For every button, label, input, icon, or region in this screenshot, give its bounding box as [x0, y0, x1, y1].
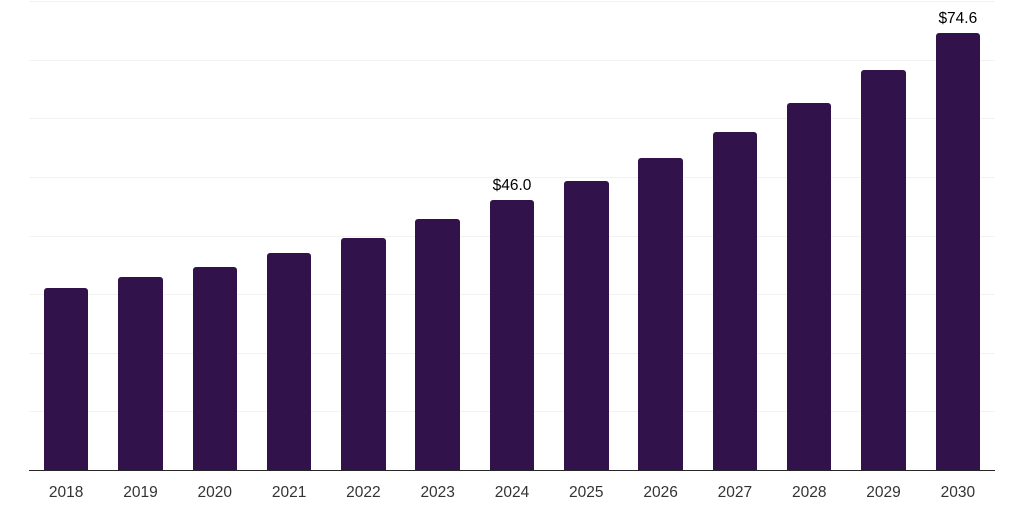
gridline-60: [29, 118, 995, 120]
x-tick-2023: 2023: [420, 484, 455, 501]
data-label-2024: $46.0: [492, 177, 532, 195]
x-tick-2024: 2024: [494, 484, 530, 501]
bar-2027: [712, 131, 758, 470]
bar-2022: [341, 237, 386, 470]
bar-2021: [266, 253, 312, 470]
x-tick-2030: 2030: [940, 484, 976, 501]
x-tick-2018: 2018: [48, 484, 84, 501]
x-tick-2020: 2020: [197, 484, 232, 501]
x-tick-2026: 2026: [643, 484, 678, 501]
gridline-80: [29, 1, 995, 2]
bar-2024: [489, 200, 535, 470]
bar-2030: [935, 32, 981, 470]
bar-2028: [786, 103, 832, 470]
x-tick-2027: 2027: [717, 484, 753, 501]
x-axis-line: [29, 469, 995, 471]
bar-2026: [638, 158, 683, 470]
x-tick-2019: 2019: [123, 484, 158, 501]
bar-2023: [415, 219, 460, 470]
x-tick-2028: 2028: [791, 484, 827, 501]
bar-2018: [43, 288, 89, 470]
x-tick-2029: 2029: [866, 484, 901, 501]
x-tick-2025: 2025: [569, 484, 604, 501]
data-label-2030: $74.6: [938, 9, 978, 27]
gridline-50: [29, 176, 995, 178]
bar-2019: [118, 276, 163, 470]
bar-2020: [192, 266, 238, 470]
bar-2029: [861, 69, 906, 470]
gridline-70: [29, 59, 995, 61]
bar-2025: [564, 180, 609, 470]
x-tick-2022: 2022: [346, 484, 381, 501]
x-tick-2021: 2021: [271, 484, 307, 501]
